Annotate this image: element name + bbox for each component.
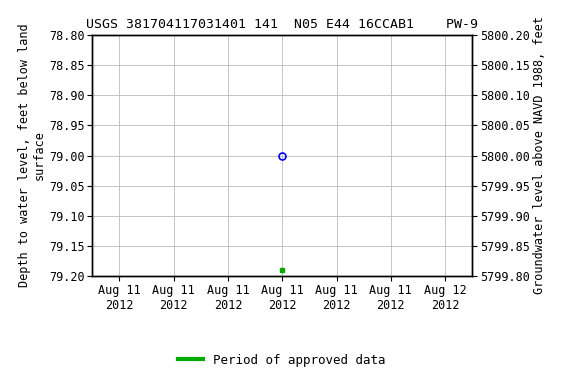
Title: USGS 381704117031401 141  N05 E44 16CCAB1    PW-9: USGS 381704117031401 141 N05 E44 16CCAB1… (86, 18, 478, 31)
Y-axis label: Depth to water level, feet below land
surface: Depth to water level, feet below land su… (18, 24, 46, 287)
Legend: Period of approved data: Period of approved data (173, 349, 391, 372)
Y-axis label: Groundwater level above NAVD 1988, feet: Groundwater level above NAVD 1988, feet (533, 17, 545, 295)
